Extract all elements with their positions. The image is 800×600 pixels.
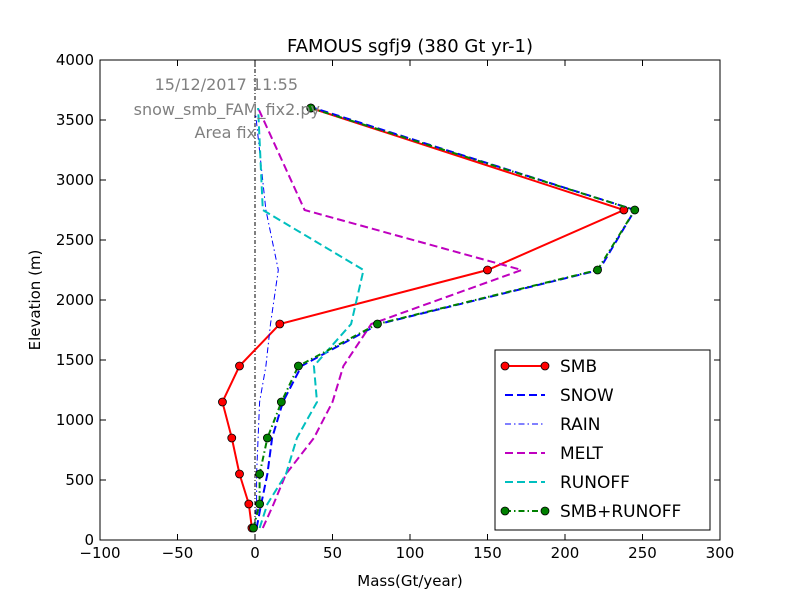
series-line-melt	[257, 107, 525, 529]
data-point-smb	[483, 265, 492, 275]
y-tick-label: 3500	[56, 111, 94, 129]
x-axis-ticks: −100 −50 0 50 100 150 200 250 300	[79, 60, 734, 562]
legend-label-snow: SNOW	[560, 386, 614, 406]
x-tick-label: 50	[323, 544, 342, 562]
data-point-smb-runoff	[373, 319, 382, 329]
legend-marker-smb-runoff	[500, 506, 510, 516]
y-axis-ticks: 0 500 1000 1500 2000 2500 3000 3500 4000	[56, 51, 720, 549]
series-layer	[218, 103, 640, 533]
x-tick-label: 300	[706, 544, 735, 562]
data-point-smb-runoff	[262, 433, 272, 443]
annotation-script-name: snow_smb_FAM_fix2.py	[134, 100, 320, 120]
data-point-smb	[218, 397, 227, 407]
annotation-area-fix: Area fix	[195, 123, 256, 142]
legend-label-rain: RAIN	[560, 415, 600, 435]
y-tick-label: 500	[65, 471, 94, 489]
chart-title: FAMOUS sgfj9 (380 Gt yr-1)	[287, 36, 533, 57]
data-point-smb-runoff	[249, 523, 258, 533]
data-point-smb-runoff	[255, 469, 265, 479]
legend-entries: SMB SNOW RAIN MELT RUNOFF SMB+RUNOFF	[500, 357, 681, 522]
series-line-snow	[255, 107, 637, 529]
x-tick-label: 0	[250, 544, 260, 562]
series-line-smb	[221, 107, 627, 529]
legend: SMB SNOW RAIN MELT RUNOFF SMB+RUNOFF	[494, 349, 711, 531]
y-tick-label: 4000	[56, 51, 94, 69]
x-tick-label: −50	[162, 544, 194, 562]
data-point-smb-runoff	[276, 397, 286, 407]
y-tick-label: 1000	[56, 411, 94, 429]
x-tick-label: −100	[79, 544, 120, 562]
legend-marker-smb-runoff	[540, 506, 550, 516]
x-tick-label: 150	[473, 544, 502, 562]
y-tick-label: 1500	[56, 351, 94, 369]
x-axis-label: Mass(Gt/year)	[357, 572, 463, 590]
legend-box	[494, 349, 711, 531]
data-point-smb-runoff	[255, 499, 265, 509]
legend-label-melt: MELT	[560, 444, 604, 464]
legend-label-smb: SMB	[560, 357, 597, 377]
y-tick-label: 2000	[56, 291, 94, 309]
x-tick-label: 250	[628, 544, 657, 562]
x-tick-label: 200	[551, 544, 580, 562]
data-point-smb-runoff	[293, 361, 303, 371]
data-point-smb	[275, 319, 285, 329]
legend-marker-smb	[500, 361, 510, 371]
data-point-smb	[244, 499, 254, 509]
data-point-smb-runoff	[593, 265, 602, 275]
data-point-smb-runoff	[630, 205, 640, 215]
y-axis-label: Elevation (m)	[26, 250, 44, 351]
series-line-rain	[254, 107, 279, 529]
y-tick-label: 2500	[56, 231, 94, 249]
data-point-smb	[227, 433, 237, 443]
y-tick-label: 3000	[56, 171, 94, 189]
data-point-smb-runoff	[306, 103, 316, 113]
annotation-timestamp: 15/12/2017 11:55	[155, 75, 298, 94]
legend-marker-smb	[540, 361, 550, 371]
series-line-runoff	[257, 107, 365, 529]
y-tick-label: 0	[84, 531, 94, 549]
series-line-smb-runoff	[252, 107, 637, 529]
legend-label-runoff: RUNOFF	[560, 473, 630, 493]
data-point-smb	[235, 469, 244, 479]
legend-label-smb-runoff: SMB+RUNOFF	[560, 502, 681, 522]
data-point-smb	[235, 361, 244, 371]
x-tick-label: 100	[396, 544, 425, 562]
